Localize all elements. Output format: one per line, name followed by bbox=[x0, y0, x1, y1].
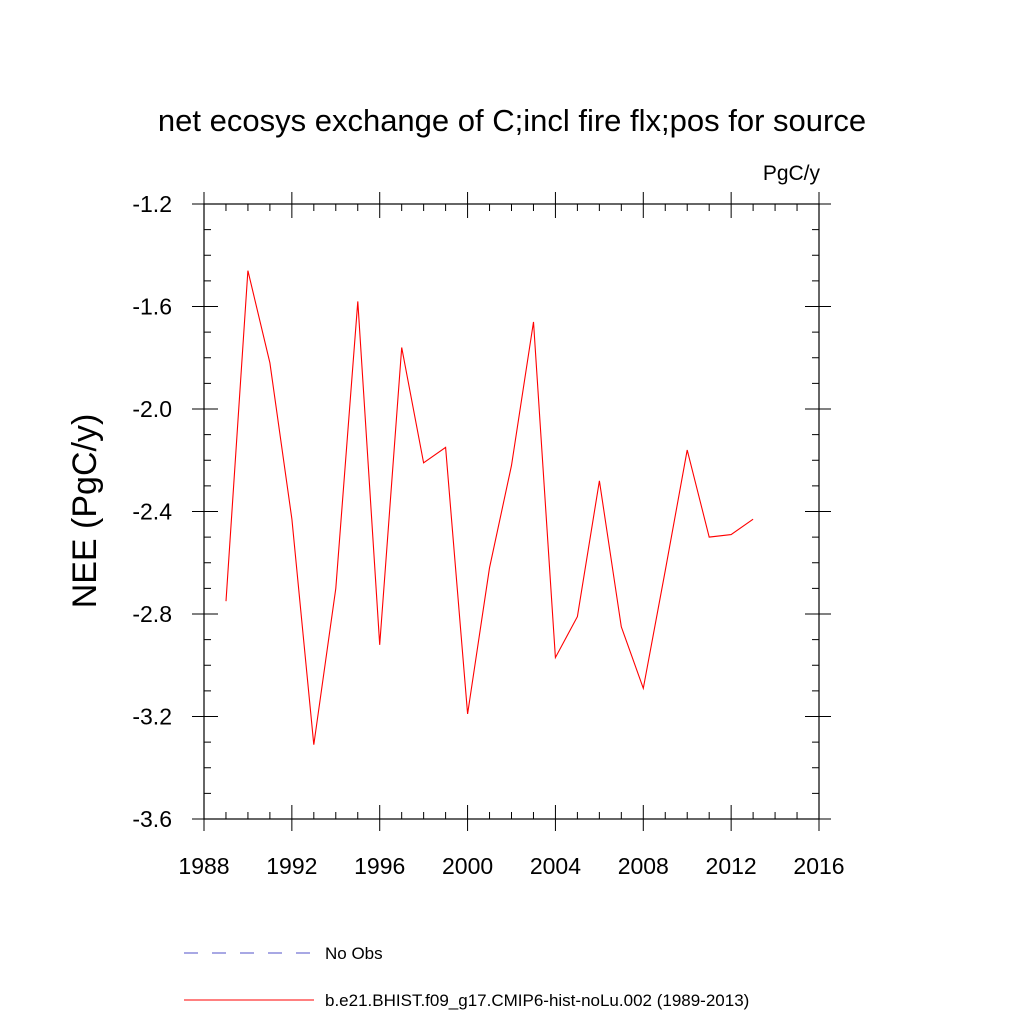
legend-label-no-obs: No Obs bbox=[325, 944, 383, 963]
x-tick-label: 2012 bbox=[706, 853, 757, 879]
x-tick-label: 2016 bbox=[793, 853, 844, 879]
y-tick-label: -1.2 bbox=[132, 191, 172, 217]
x-tick-label: 2008 bbox=[618, 853, 669, 879]
y-tick-label: -3.2 bbox=[132, 704, 172, 730]
x-tick-label: 2004 bbox=[530, 853, 581, 879]
y-tick-label: -2.0 bbox=[132, 396, 172, 422]
legend-label-model: b.e21.BHIST.f09_g17.CMIP6-hist-noLu.002 … bbox=[325, 991, 749, 1010]
plot-frame bbox=[203, 203, 820, 820]
x-tick-label: 1992 bbox=[266, 853, 317, 879]
tick-labels: 1988 1992 1996 2000 2004 2008 2012 2016 -1.2 -1.6… bbox=[132, 191, 844, 879]
x-tick-label: 1988 bbox=[178, 853, 229, 879]
plot-series bbox=[225, 270, 754, 745]
y-tick-label: -2.8 bbox=[132, 601, 172, 627]
axis-ticks bbox=[192, 192, 831, 831]
series-line bbox=[225, 270, 754, 745]
chart-title: net ecosys exchange of C;incl fire flx;p… bbox=[158, 103, 866, 138]
units-label: PgC/y bbox=[763, 162, 821, 185]
y-tick-label: -1.6 bbox=[132, 294, 172, 320]
y-tick-label: -2.4 bbox=[132, 499, 172, 525]
legend: No Obs b.e21.BHIST.f09_g17.CMIP6-hist-no… bbox=[184, 944, 749, 1010]
x-tick-label: 1996 bbox=[354, 853, 405, 879]
x-tick-label: 2000 bbox=[442, 853, 493, 879]
y-tick-label: -3.6 bbox=[132, 806, 172, 832]
y-axis-label: NEE (PgC/y) bbox=[66, 414, 104, 609]
